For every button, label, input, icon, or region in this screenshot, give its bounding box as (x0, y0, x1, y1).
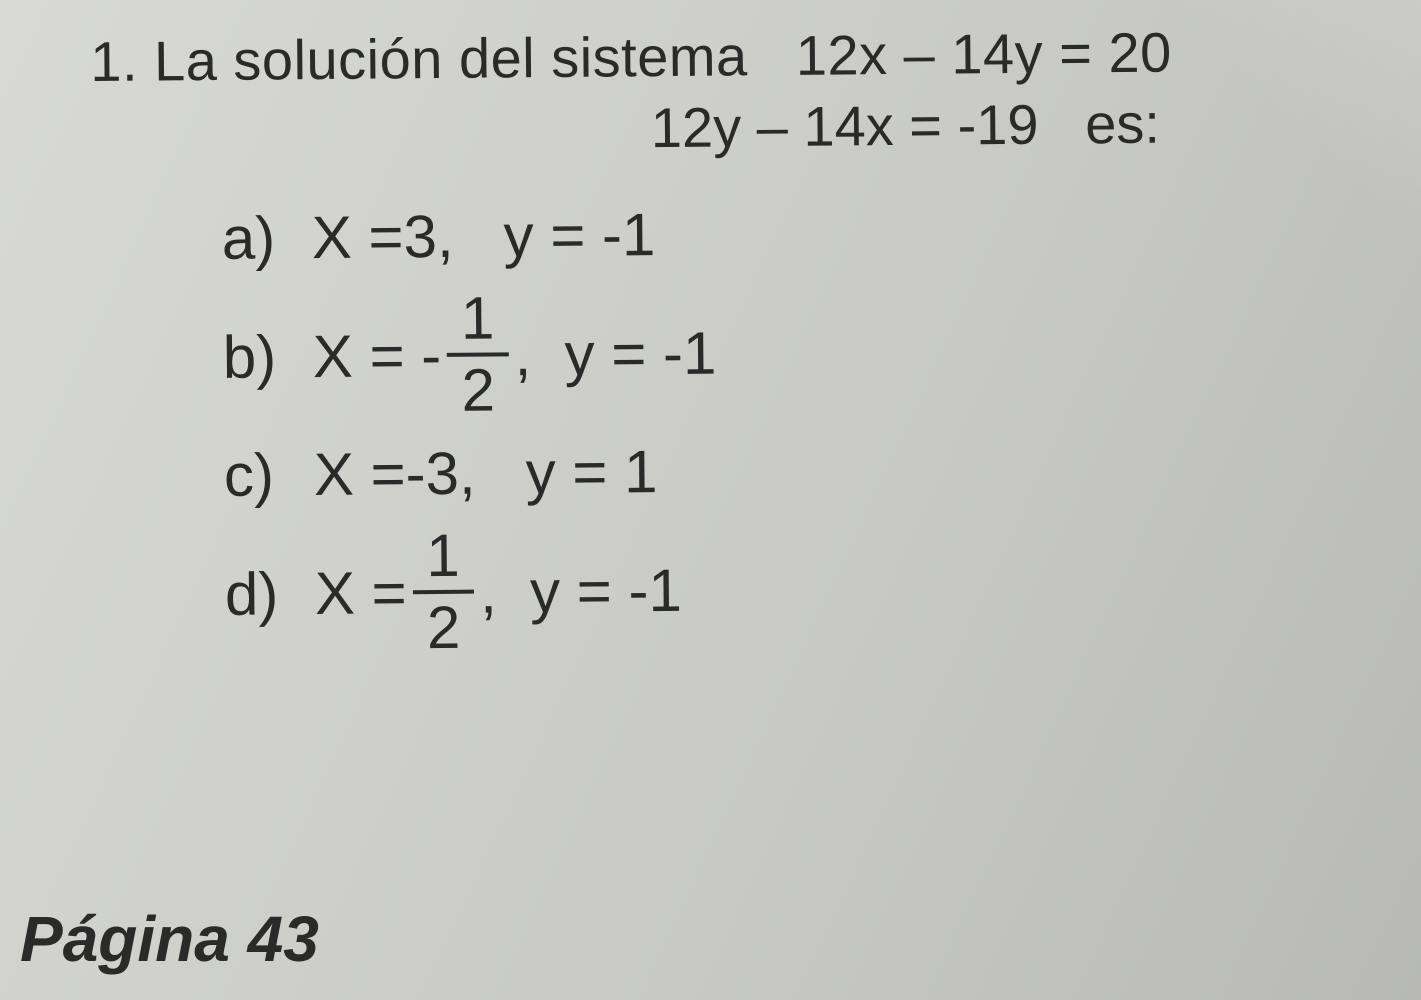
fraction: 1 2 (412, 526, 475, 659)
fraction-numerator: 1 (447, 289, 509, 358)
fraction-denominator: 2 (447, 357, 509, 422)
option-d: d) X = 1 2 , y = -1 (224, 518, 1386, 660)
question-trailer: es: (1085, 92, 1160, 156)
fraction-numerator: 1 (412, 526, 474, 595)
option-a: a) X = 3 , y = -1 (222, 194, 1384, 273)
fraction-denominator: 2 (413, 594, 475, 659)
option-sep: , (437, 202, 454, 271)
page-content: 1. La solución del sistema 12x – 14y = 2… (90, 19, 1387, 680)
options: a) X = 3 , y = -1 b) X = - 1 2 , y = -1 … (222, 194, 1387, 660)
option-label: d) (225, 559, 316, 629)
question-line-2: 12y – 14x = -19 es: (651, 89, 1383, 160)
question-stem: La solución del sistema (154, 24, 748, 92)
option-y: y = 1 (525, 437, 657, 507)
option-c: c) X = -3 , y = 1 (224, 431, 1386, 510)
question-line-1: 1. La solución del sistema 12x – 14y = 2… (90, 19, 1382, 95)
option-x-prefix: X = (315, 558, 407, 628)
option-x-prefix: X = - (313, 321, 442, 391)
option-label: b) (223, 322, 314, 392)
option-y: y = -1 (530, 556, 682, 626)
question-number: 1. (90, 30, 138, 93)
equation-2: 12y – 14x = -19 (651, 93, 1039, 159)
fraction: 1 2 (447, 289, 510, 422)
option-x-prefix: X = (314, 440, 406, 510)
option-sep: , (514, 320, 531, 389)
option-y: y = -1 (503, 200, 655, 270)
option-x-value: -3 (405, 439, 459, 508)
option-b: b) X = - 1 2 , y = -1 (222, 281, 1384, 423)
option-sep: , (459, 439, 476, 508)
option-label: c) (224, 440, 315, 510)
option-x-prefix: X = (312, 203, 404, 273)
option-x-value: 3 (403, 202, 437, 271)
option-y: y = -1 (564, 318, 716, 388)
page-footer: Página 43 (20, 902, 319, 976)
option-sep: , (480, 557, 497, 626)
option-label: a) (222, 203, 313, 273)
equation-1: 12x – 14y = 20 (796, 21, 1172, 87)
